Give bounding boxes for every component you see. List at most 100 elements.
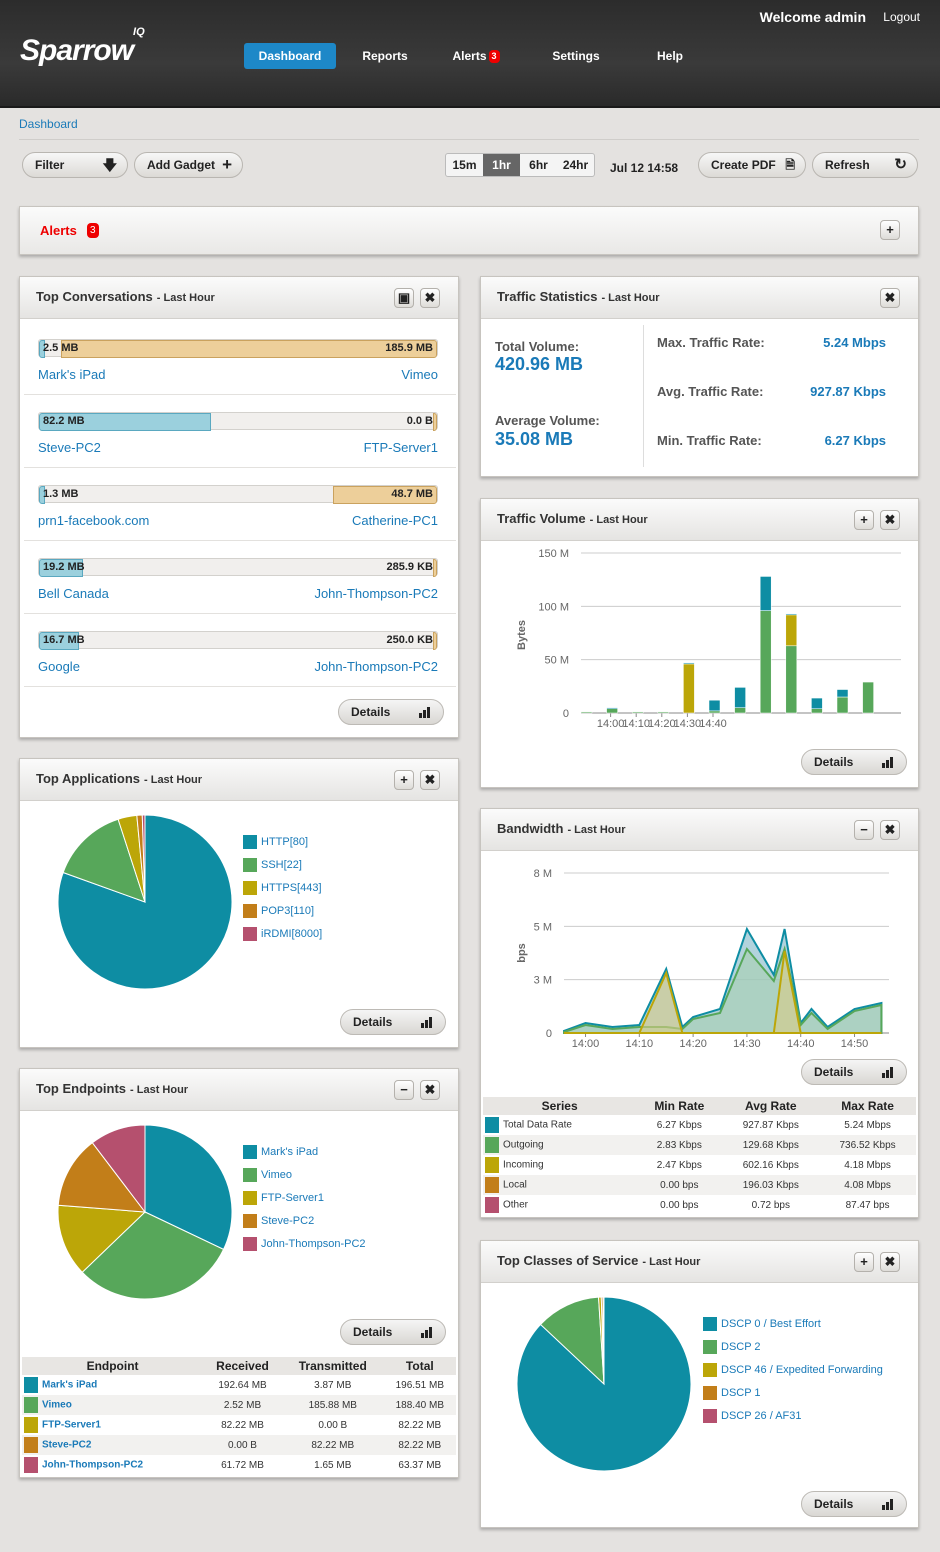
minus-icon[interactable]: −: [854, 820, 874, 840]
left-volume-fill: [39, 486, 45, 504]
row-label[interactable]: Steve-PC2: [42, 1439, 92, 1451]
filter-button[interactable]: Filter 🡇: [22, 152, 128, 178]
legend-item[interactable]: POP3[110]: [243, 904, 314, 918]
range-6hr[interactable]: 6hr: [529, 158, 548, 172]
left-volume-value: 82.2 MB: [43, 415, 85, 427]
bar-chart-icon: [882, 1067, 894, 1078]
legend-item[interactable]: Mark's iPad: [243, 1145, 318, 1159]
right-host-link[interactable]: John-Thompson-PC2: [314, 586, 438, 601]
series-swatch: [24, 1377, 38, 1393]
cell-value: 87.47 bps: [845, 1199, 890, 1211]
details-button[interactable]: Details: [338, 699, 444, 725]
right-host-link[interactable]: FTP-Server1: [363, 440, 438, 455]
right-host-link[interactable]: Vimeo: [401, 367, 438, 382]
range-1hr[interactable]: 1hr: [483, 154, 520, 176]
left-host-link[interactable]: Steve-PC2: [38, 440, 101, 455]
nav-alerts[interactable]: Alerts 3: [440, 43, 512, 69]
legend-label: DSCP 1: [721, 1386, 761, 1399]
y-tick-label: 0: [563, 708, 569, 720]
close-icon[interactable]: ✖: [420, 770, 440, 790]
left-host-link[interactable]: Google: [38, 659, 80, 674]
row-name-cell: Outgoing: [483, 1135, 637, 1155]
divider: [19, 139, 919, 140]
details-button[interactable]: Details: [340, 1009, 446, 1035]
x-tick-label: 14:20: [648, 718, 676, 730]
plus-icon[interactable]: +: [394, 770, 414, 790]
total-volume-label: Total Volume:: [495, 339, 580, 354]
close-icon[interactable]: ✖: [420, 1080, 440, 1100]
row-label[interactable]: Mark's iPad: [42, 1379, 98, 1391]
plus-icon[interactable]: +: [854, 1252, 874, 1272]
row-label[interactable]: FTP-Server1: [42, 1419, 101, 1431]
value-cell: 61.72 MB: [203, 1455, 282, 1475]
value-cell: 63.37 MB: [384, 1455, 456, 1475]
left-host-link[interactable]: Mark's iPad: [38, 367, 106, 382]
breadcrumb[interactable]: Dashboard: [19, 117, 78, 131]
row-label[interactable]: John-Thompson-PC2: [42, 1459, 144, 1471]
plus-icon[interactable]: +: [854, 510, 874, 530]
endpoints-pie-chart: [57, 1124, 233, 1300]
panel-header: Traffic Statistics - Last Hour ✖: [481, 277, 918, 319]
right-host-link[interactable]: Catherine-PC1: [352, 513, 438, 528]
left-host-link[interactable]: prn1-facebook.com: [38, 513, 150, 528]
legend-item[interactable]: HTTP[80]: [243, 835, 308, 849]
volume-bar: [683, 663, 695, 714]
left-host-link[interactable]: Bell Canada: [38, 586, 109, 601]
panel-header: Traffic Volume - Last Hour + ✖: [481, 499, 918, 541]
details-button[interactable]: Details: [340, 1319, 446, 1345]
minus-icon[interactable]: −: [394, 1080, 414, 1100]
close-icon[interactable]: ✖: [420, 288, 440, 308]
current-datetime: Jul 12 14:58: [610, 161, 679, 175]
y-tick-label: 0: [546, 1028, 552, 1040]
divider: [643, 325, 644, 467]
nav-reports[interactable]: Reports: [362, 49, 408, 63]
legend-item[interactable]: DSCP 2: [703, 1340, 761, 1354]
legend-item[interactable]: DSCP 26 / AF31: [703, 1409, 802, 1423]
nav-dashboard[interactable]: Dashboard: [244, 43, 336, 69]
close-icon[interactable]: ✖: [880, 1252, 900, 1272]
range-24hr[interactable]: 24hr: [562, 158, 589, 172]
panel-title: Bandwidth - Last Hour: [497, 821, 626, 836]
x-tick-label: 14:00: [597, 718, 625, 730]
close-icon[interactable]: ✖: [880, 820, 900, 840]
close-icon[interactable]: ✖: [880, 288, 900, 308]
cell-value: 82.22 MB: [398, 1439, 442, 1451]
row-label[interactable]: Vimeo: [42, 1399, 72, 1411]
bandwidth-area: [563, 945, 883, 1034]
right-volume-fill: [333, 486, 437, 504]
legend-item[interactable]: SSH[22]: [243, 858, 302, 872]
details-button[interactable]: Details: [801, 1491, 907, 1517]
legend-item[interactable]: HTTPS[443]: [243, 881, 322, 895]
add-gadget-button[interactable]: Add Gadget +: [134, 152, 243, 178]
sparrow-logo[interactable]: SparrowIQ: [20, 26, 145, 67]
nav-settings[interactable]: Settings: [552, 49, 600, 63]
legend-item[interactable]: DSCP 46 / Expedited Forwarding: [703, 1363, 883, 1377]
legend-item[interactable]: John-Thompson-PC2: [243, 1237, 366, 1251]
image-icon[interactable]: ▣: [394, 288, 414, 308]
details-button[interactable]: Details: [801, 749, 907, 775]
legend-item[interactable]: FTP-Server1: [243, 1191, 324, 1205]
nav-help[interactable]: Help: [656, 49, 683, 63]
refresh-button[interactable]: Refresh ↻: [812, 152, 918, 178]
legend-item[interactable]: DSCP 1: [703, 1386, 761, 1400]
legend-item[interactable]: iRDMI[8000]: [243, 927, 322, 941]
create-pdf-button[interactable]: Create PDF 🗎: [698, 152, 806, 178]
pie-slice: [57, 814, 233, 990]
logout-link[interactable]: Logout: [883, 10, 920, 24]
series-swatch: [485, 1117, 499, 1133]
close-icon[interactable]: ✖: [880, 510, 900, 530]
range-15m[interactable]: 15m: [452, 158, 477, 172]
legend-item[interactable]: DSCP 0 / Best Effort: [703, 1317, 821, 1331]
expand-alerts-button[interactable]: +: [880, 220, 900, 240]
conversation-bar: 82.2 MB 0.0 B: [38, 412, 438, 431]
series-swatch: [24, 1437, 38, 1453]
table-row: FTP-Server1 82.22 MB 0.00 B 82.22 MB: [22, 1415, 456, 1435]
top-endpoints-panel: Top Endpoints - Last Hour − ✖ Mark's iPad…: [19, 1068, 459, 1478]
legend-item[interactable]: Steve-PC2: [243, 1214, 314, 1228]
row-label: Total Data Rate: [503, 1119, 572, 1131]
legend-label: DSCP 26 / AF31: [721, 1409, 802, 1422]
row-name-cell: John-Thompson-PC2: [22, 1455, 203, 1475]
details-button[interactable]: Details: [801, 1059, 907, 1085]
right-host-link[interactable]: John-Thompson-PC2: [314, 659, 438, 674]
legend-item[interactable]: Vimeo: [243, 1168, 292, 1182]
